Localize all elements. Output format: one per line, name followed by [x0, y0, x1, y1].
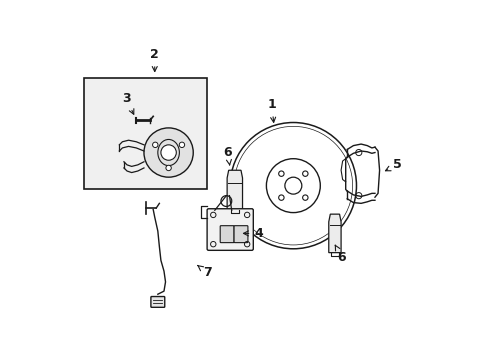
Polygon shape	[226, 170, 242, 210]
Circle shape	[152, 142, 158, 148]
Text: 2: 2	[150, 48, 159, 72]
FancyBboxPatch shape	[151, 297, 164, 307]
Circle shape	[161, 145, 176, 160]
Text: 4: 4	[243, 227, 263, 240]
Circle shape	[165, 165, 171, 171]
Text: 3: 3	[122, 92, 134, 114]
Circle shape	[179, 142, 184, 148]
Polygon shape	[328, 214, 341, 253]
Text: 5: 5	[385, 158, 401, 171]
Text: 6: 6	[335, 245, 346, 264]
FancyBboxPatch shape	[207, 209, 253, 250]
FancyBboxPatch shape	[234, 226, 247, 243]
Bar	[84, 78, 207, 189]
FancyBboxPatch shape	[220, 226, 234, 243]
Circle shape	[143, 128, 193, 177]
Text: 7: 7	[197, 265, 211, 279]
Text: 1: 1	[267, 98, 276, 122]
Text: 6: 6	[223, 146, 232, 165]
